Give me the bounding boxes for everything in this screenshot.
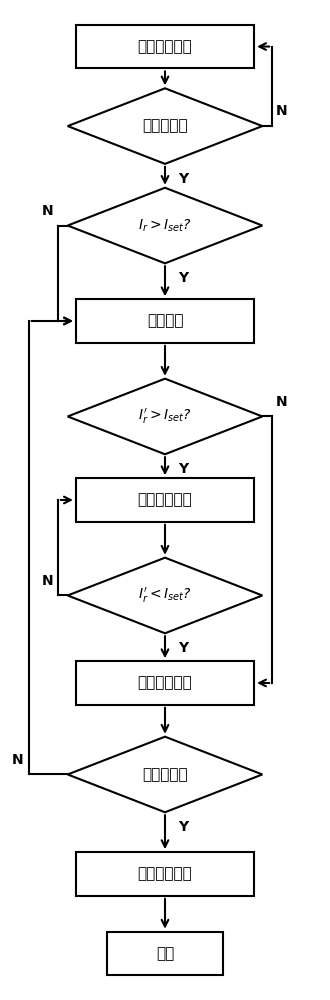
Text: $I_r > I_{set}$?: $I_r > I_{set}$? xyxy=(138,217,192,234)
Text: 实时监测电压: 实时监测电压 xyxy=(138,39,192,54)
Text: Y: Y xyxy=(178,172,188,186)
Text: 投入撬棒保护: 投入撬棒保护 xyxy=(138,492,192,507)
Text: $I_r^{\prime} > I_{set}$?: $I_r^{\prime} > I_{set}$? xyxy=(138,407,192,426)
Bar xyxy=(76,478,254,522)
Polygon shape xyxy=(68,379,262,454)
Text: 结束: 结束 xyxy=(156,946,174,961)
Text: N: N xyxy=(275,395,287,409)
Bar xyxy=(76,852,254,896)
Polygon shape xyxy=(68,88,262,164)
Bar xyxy=(76,661,254,705)
Polygon shape xyxy=(68,188,262,263)
Text: 切除撬棒保护: 切除撬棒保护 xyxy=(138,675,192,690)
Text: N: N xyxy=(42,204,53,218)
Text: Y: Y xyxy=(178,820,188,834)
Polygon shape xyxy=(68,737,262,812)
Text: N: N xyxy=(275,104,287,118)
Text: $I_r^{\prime} < I_{set}$?: $I_r^{\prime} < I_{set}$? xyxy=(138,586,192,605)
Text: Y: Y xyxy=(178,271,188,285)
Text: 恢复矢量控制: 恢复矢量控制 xyxy=(138,866,192,881)
Polygon shape xyxy=(68,558,262,633)
Text: Y: Y xyxy=(178,641,188,655)
Text: 电压跌落？: 电压跌落？ xyxy=(142,119,188,134)
Text: N: N xyxy=(42,574,53,588)
Text: 电压恢复？: 电压恢复？ xyxy=(142,767,188,782)
Bar xyxy=(76,25,254,68)
Bar xyxy=(76,299,254,343)
Text: Y: Y xyxy=(178,462,188,476)
Bar xyxy=(107,932,223,975)
Text: 灭磁控制: 灭磁控制 xyxy=(147,313,183,328)
Text: N: N xyxy=(12,753,24,767)
